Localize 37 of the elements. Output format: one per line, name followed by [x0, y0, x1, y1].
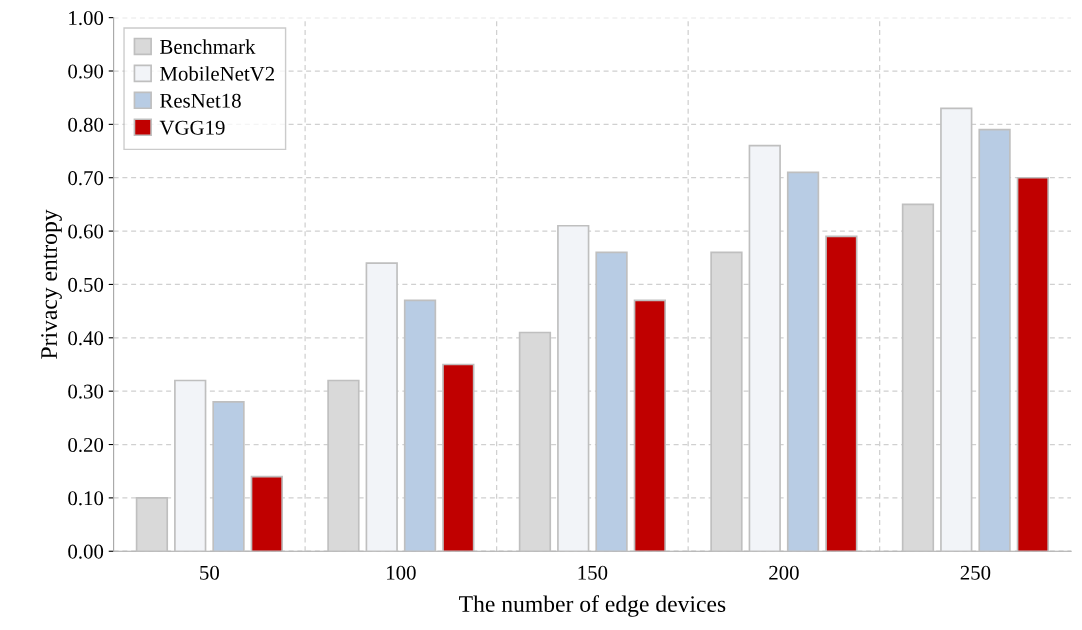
bar — [978, 128, 1011, 552]
y-axis-title: Privacy entropy — [41, 209, 62, 359]
bar — [557, 224, 590, 552]
y-tick-label: 0.40 — [68, 331, 104, 346]
bar — [825, 235, 858, 552]
legend-label: Benchmark — [160, 39, 256, 54]
legend-label: MobileNetV2 — [160, 66, 275, 81]
y-tick-label: 0.20 — [68, 437, 104, 453]
y-tick-label: 0.90 — [68, 64, 104, 79]
x-tick-label: 100 — [387, 565, 416, 580]
bar — [174, 379, 207, 552]
x-tick-label: 250 — [960, 565, 991, 580]
bar — [365, 262, 398, 552]
bar — [250, 475, 283, 552]
legend-label: VGG19 — [159, 120, 225, 135]
bar — [633, 299, 667, 552]
y-tick-label: 0.30 — [68, 384, 104, 399]
y-tick-label: 0.80 — [68, 117, 104, 132]
bar — [1016, 176, 1050, 552]
x-axis-title: The number of edge devices — [459, 595, 726, 617]
bar — [786, 171, 820, 552]
bar — [940, 107, 973, 552]
x-tick-label: 150 — [578, 565, 608, 580]
y-tick-label: 0.60 — [68, 224, 104, 239]
bar — [442, 363, 475, 552]
y-tick-label: 0.50 — [68, 277, 104, 292]
x-tick-label: 50 — [200, 565, 219, 580]
legend-label: ResNet18 — [160, 93, 241, 108]
y-tick-label: 0.10 — [68, 491, 104, 506]
bar — [403, 299, 437, 552]
bar — [748, 144, 781, 552]
y-tick-label: 0.70 — [68, 171, 104, 186]
bar — [212, 401, 245, 552]
y-tick-label: 0.00 — [68, 544, 104, 559]
bar — [595, 251, 628, 552]
y-tick-label: 1.00 — [69, 11, 104, 26]
x-tick-label: 200 — [769, 565, 799, 580]
